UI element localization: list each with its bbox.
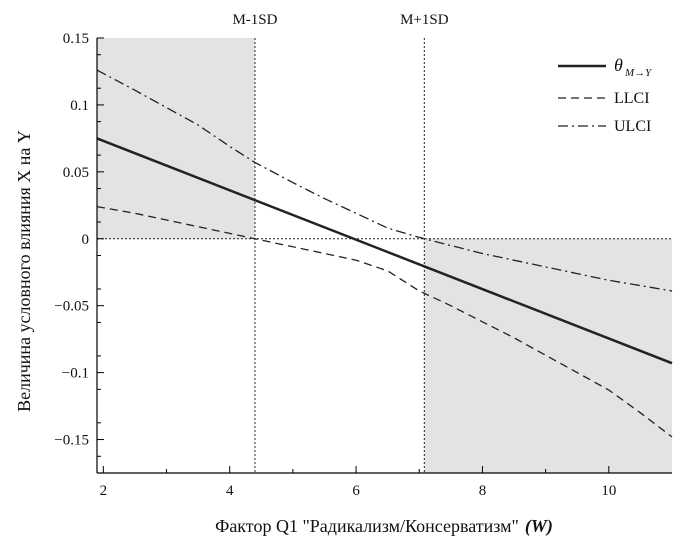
x-tick-label-4: 4 <box>226 483 234 499</box>
legend-label-3: ULCI <box>614 118 651 135</box>
reference-lines: M-1SD M+1SD <box>232 12 449 473</box>
series-line-1 <box>96 137 673 365</box>
legend-label-2: LLCI <box>614 90 650 107</box>
x-tick-label-10: 10 <box>601 483 616 499</box>
legend-label-1: θ <box>614 55 623 75</box>
legend-label-subscript: M→Y <box>624 67 653 79</box>
x-axis-title-text: Фактор Q1 "Радикализм/Консерватизм" <box>215 516 519 536</box>
series-lines <box>96 69 673 438</box>
y-tick-label-0: 0.15 <box>63 31 89 47</box>
x-axis-title: Фактор Q1 "Радикализм/Консерватизм" (W) <box>215 516 553 537</box>
y-tick-label-2: 0.05 <box>63 165 89 181</box>
x-axis-title-variable: (W) <box>525 516 553 537</box>
shaded-region-2 <box>424 238 672 473</box>
ticks: 2 4 6 8 10 0.15 0.1 0.05 0 −0.05 −0.1 −0.15 <box>54 31 616 499</box>
x-tick-label-8: 8 <box>479 483 487 499</box>
legend: θ M→Y LLCI ULCI <box>558 55 653 135</box>
series-line-3 <box>96 69 673 292</box>
significance-shaded-regions <box>97 38 672 473</box>
reference-label-2: M+1SD <box>400 12 449 28</box>
x-tick-label-6: 6 <box>352 483 360 499</box>
series-line-2 <box>96 205 673 438</box>
y-tick-label-6: −0.15 <box>54 433 89 449</box>
shaded-region-1 <box>97 38 255 239</box>
reference-label-1: M-1SD <box>232 12 277 28</box>
y-tick-label-5: −0.1 <box>62 366 89 382</box>
y-tick-label-3: 0 <box>82 232 90 248</box>
y-tick-label-1: 0.1 <box>70 98 89 114</box>
y-axis-title: Величина условного влияния X на Y <box>14 130 34 412</box>
x-tick-label-2: 2 <box>100 483 108 499</box>
y-tick-label-4: −0.05 <box>54 299 89 315</box>
